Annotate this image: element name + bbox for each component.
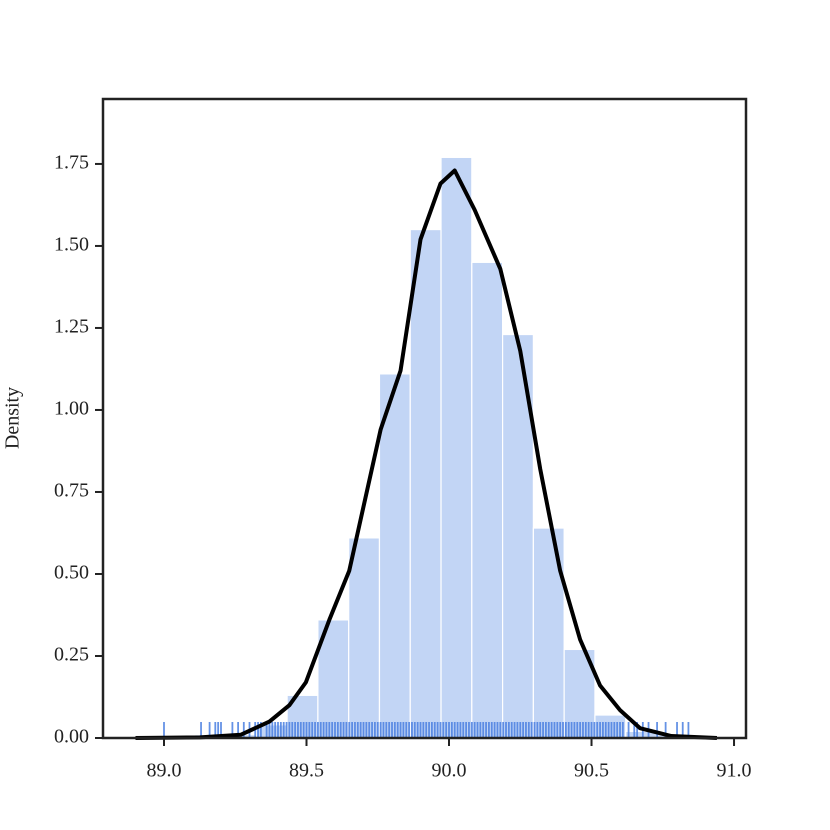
bar xyxy=(471,261,504,739)
bar xyxy=(348,537,381,739)
x-tick-label: 89.5 xyxy=(289,760,324,782)
y-tick-label: 1.25 xyxy=(54,316,89,338)
y-axis-label: Density xyxy=(2,387,24,449)
x-tick-label: 90.5 xyxy=(574,760,609,782)
y-tick-label: 0.00 xyxy=(54,726,89,748)
bar xyxy=(378,373,411,739)
bar xyxy=(409,228,442,739)
y-tick-label: 0.75 xyxy=(54,480,89,502)
y-tick-label: 0.50 xyxy=(54,562,89,584)
y-tick-label: 1.50 xyxy=(54,234,89,256)
bar xyxy=(440,156,473,739)
y-tick-label: 1.00 xyxy=(54,398,89,420)
y-tick-label: 1.75 xyxy=(54,152,89,174)
x-tick-label: 91.0 xyxy=(717,760,752,782)
kde-line xyxy=(135,168,718,740)
y-tick-label: 0.25 xyxy=(54,644,89,666)
plot-frame xyxy=(101,97,748,740)
x-tick-label: 90.0 xyxy=(432,760,467,782)
x-tick-label: 89.0 xyxy=(146,760,181,782)
